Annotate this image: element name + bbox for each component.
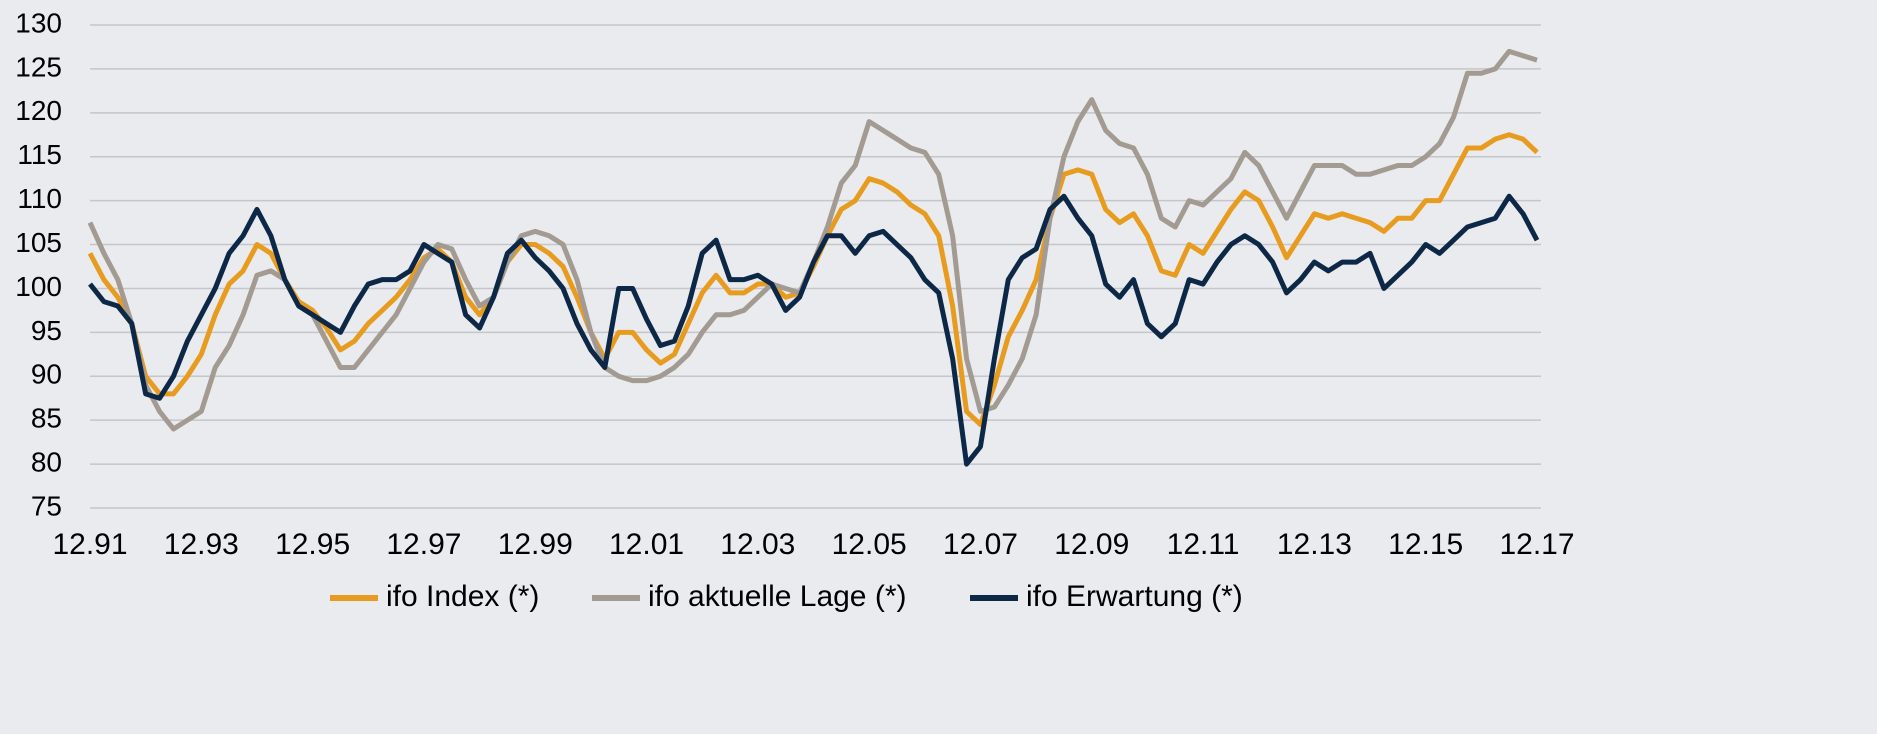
y-tick-label: 120: [15, 95, 62, 126]
x-tick-label: 12.99: [498, 528, 573, 561]
y-tick-label: 85: [31, 403, 62, 434]
legend-label: ifo Index (*): [386, 580, 539, 613]
x-tick-label: 12.07: [943, 528, 1018, 561]
legend-label: ifo aktuelle Lage (*): [648, 580, 907, 613]
x-tick-label: 12.15: [1388, 528, 1463, 561]
x-tick-label: 12.01: [609, 528, 684, 561]
y-tick-label: 125: [15, 51, 62, 82]
line-series: [87, 48, 1538, 432]
legend-label: ifo Erwartung (*): [1026, 580, 1243, 613]
x-tick-label: 12.13: [1277, 528, 1352, 561]
x-tick-label: 12.17: [1499, 528, 1574, 561]
x-tick-label: 12.03: [720, 528, 795, 561]
x-tick-label: 12.11: [1167, 528, 1240, 561]
x-tick-label: 12.91: [52, 528, 127, 561]
x-tick-label: 12.05: [832, 528, 907, 561]
y-tick-label: 115: [17, 139, 62, 170]
x-tick-label: 12.95: [275, 528, 350, 561]
line-series: [87, 132, 1539, 428]
line-series: [88, 193, 1540, 467]
y-tick-label: 75: [31, 490, 62, 521]
y-tick-label: 105: [15, 227, 62, 258]
y-tick-label: 95: [31, 315, 62, 346]
y-tick-label: 110: [17, 183, 62, 214]
x-tick-label: 12.93: [164, 528, 239, 561]
y-tick-label: 100: [15, 271, 62, 302]
y-tick-label: 130: [15, 7, 62, 38]
y-tick-label: 90: [31, 359, 62, 390]
y-tick-label: 80: [31, 446, 62, 477]
x-tick-label: 12.09: [1054, 528, 1129, 561]
x-tick-label: 12.97: [386, 528, 461, 561]
